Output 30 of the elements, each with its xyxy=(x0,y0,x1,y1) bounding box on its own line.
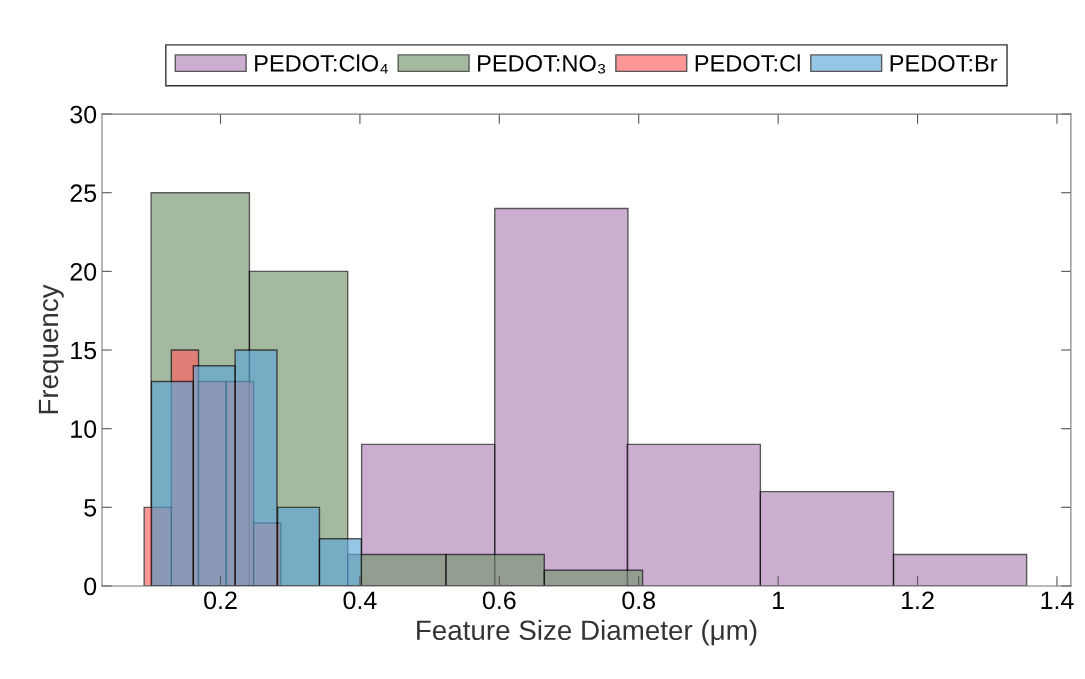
y-tick-label: 5 xyxy=(84,499,97,517)
legend-label: PEDOT:ClO₄ xyxy=(255,54,388,74)
y-tick-label: 25 xyxy=(70,184,97,203)
legend-label: PEDOT:NO₃ xyxy=(478,54,606,74)
bar xyxy=(318,538,362,586)
legend-label: PEDOT:Br xyxy=(890,54,998,72)
legend-label: PEDOT:Cl xyxy=(695,54,800,72)
x-tick-label: 0.8 xyxy=(622,591,656,610)
bar xyxy=(626,443,762,586)
y-tick-label: 20 xyxy=(70,262,97,281)
bar xyxy=(445,553,545,586)
bar xyxy=(234,349,278,586)
bar xyxy=(150,380,194,586)
bar xyxy=(543,569,644,586)
x-tick-label: 1.4 xyxy=(1041,591,1074,609)
y-tick-label: 10 xyxy=(71,420,97,438)
y-axis-title: Frequency xyxy=(38,284,64,414)
x-tick-label: 0.6 xyxy=(482,591,516,610)
bar xyxy=(192,365,236,586)
y-tick-label: 15 xyxy=(71,341,97,360)
y-tick-label: 0 xyxy=(84,577,97,596)
y-tick-label: 30 xyxy=(70,105,97,124)
bar xyxy=(759,490,895,586)
x-tick-label: 0.4 xyxy=(343,591,377,610)
bar xyxy=(892,553,1028,586)
x-tick-label: 1.2 xyxy=(902,591,934,609)
bar xyxy=(276,506,321,586)
x-tick-label: 1 xyxy=(773,591,784,609)
x-axis-title: Feature Size Diameter (μm) xyxy=(417,619,757,646)
x-tick-label: 0.2 xyxy=(204,591,237,610)
